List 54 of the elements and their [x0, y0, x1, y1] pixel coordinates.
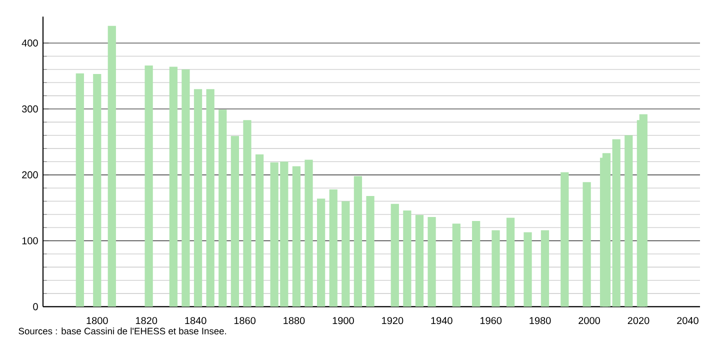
bar	[624, 135, 633, 307]
bar	[612, 139, 620, 307]
bar	[403, 210, 412, 307]
x-tick-label: 1980	[530, 317, 551, 324]
x-tick-label: 1840	[185, 317, 206, 324]
x-tick-label: 1860	[234, 317, 256, 324]
bar	[304, 160, 313, 307]
x-tick-label: 1880	[284, 317, 305, 324]
x-tick-label: 1960	[480, 317, 502, 324]
bar	[492, 230, 500, 307]
y-tick-label: 300	[22, 105, 38, 112]
bar	[292, 166, 301, 307]
x-tick-label: 2000	[578, 317, 600, 324]
x-tick-label: 1800	[86, 317, 108, 324]
bar	[76, 73, 84, 307]
bar	[639, 114, 648, 307]
bar	[366, 196, 374, 307]
x-tick-label: 1920	[382, 317, 404, 324]
bar	[317, 198, 326, 307]
x-tick-label: 1940	[431, 317, 452, 324]
y-tick-label: 400	[22, 39, 38, 47]
bar	[415, 215, 424, 307]
bar	[93, 74, 102, 307]
bar	[169, 66, 178, 307]
bar	[452, 224, 460, 307]
bar	[582, 182, 591, 307]
bar	[390, 204, 399, 307]
source-note: Sources : base Cassini de l'EHESS et base Insee.	[18, 328, 226, 334]
bar	[206, 89, 214, 307]
bar	[329, 189, 338, 307]
bar	[524, 232, 532, 307]
bar	[194, 89, 202, 307]
y-tick-label: 200	[22, 171, 38, 178]
bar	[560, 172, 569, 307]
bar	[428, 217, 436, 307]
x-tick-label: 1900	[332, 317, 354, 324]
bar	[354, 176, 362, 307]
bar	[472, 220, 480, 307]
x-tick-label: 2040	[677, 317, 698, 324]
bar	[218, 110, 227, 307]
bar	[602, 153, 611, 307]
y-tick-label: 0	[33, 303, 38, 310]
bar	[230, 136, 239, 307]
bar	[108, 26, 116, 307]
bar	[255, 154, 264, 307]
bar	[182, 69, 190, 307]
bar	[342, 201, 350, 307]
x-tick-label: 1820	[136, 317, 158, 324]
bar	[506, 218, 515, 307]
bar	[243, 120, 252, 307]
x-tick-label: 2020	[628, 317, 650, 324]
bar	[540, 230, 550, 307]
y-tick-label: 100	[22, 237, 38, 244]
bar	[144, 65, 153, 307]
